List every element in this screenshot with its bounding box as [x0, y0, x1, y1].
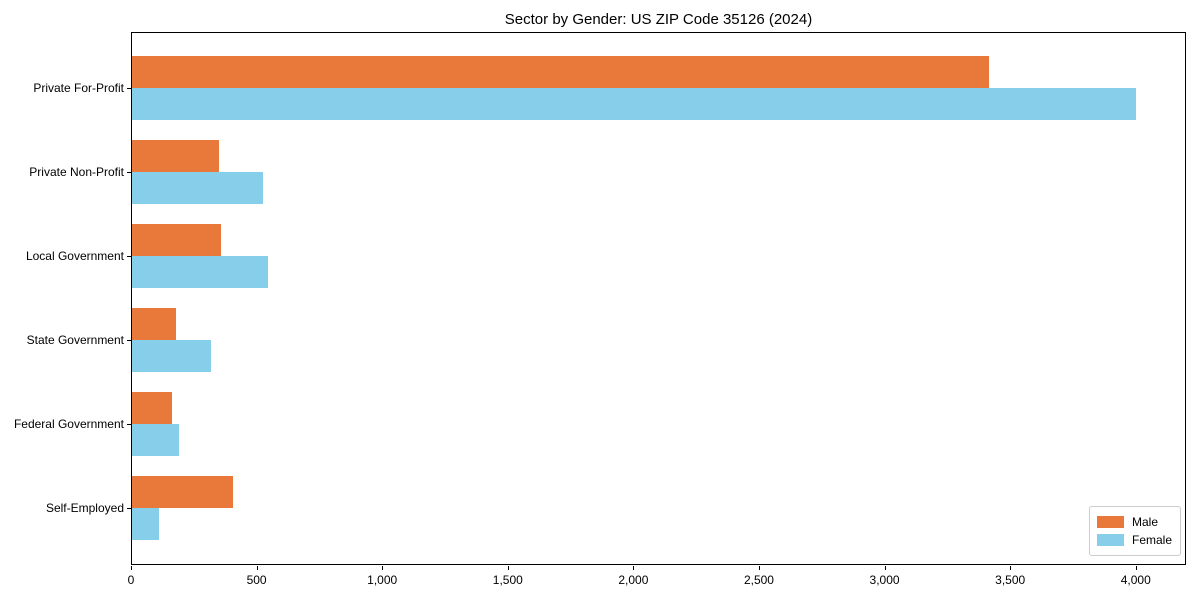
- y-tick-mark: [127, 424, 131, 425]
- bar-female-private-non-profit: [132, 172, 263, 204]
- x-axis-tick-label: 2,000: [618, 573, 649, 587]
- x-tick-mark: [1135, 566, 1137, 570]
- bar-female-local-government: [132, 256, 268, 288]
- x-tick-mark: [382, 566, 384, 570]
- legend-swatch-female-icon: [1097, 534, 1124, 546]
- legend-label-male: Male: [1132, 514, 1159, 529]
- x-axis-tick-label: 500: [246, 573, 267, 587]
- y-axis-category-label: State Government: [26, 333, 124, 347]
- x-tick-mark: [633, 566, 635, 570]
- x-tick-mark: [507, 566, 509, 570]
- x-axis-tick-label: 0: [127, 573, 135, 587]
- legend-label-female: Female: [1132, 532, 1173, 547]
- legend-item-female: Female: [1097, 532, 1180, 547]
- legend-item-male: Male: [1097, 514, 1180, 529]
- y-axis-category-label: Private For-Profit: [33, 81, 124, 95]
- bar-male-state-government: [132, 308, 177, 340]
- y-tick-mark: [127, 340, 131, 341]
- legend-swatch-male-icon: [1097, 516, 1124, 528]
- x-tick-mark: [884, 566, 886, 570]
- bar-male-private-for-profit: [132, 56, 989, 88]
- y-tick-mark: [127, 172, 131, 173]
- x-axis-tick-label: 4,000: [1120, 573, 1151, 587]
- x-axis-tick-label: 1,000: [367, 573, 398, 587]
- plot-area: [131, 32, 1186, 565]
- bar-female-federal-government: [132, 424, 179, 456]
- bar-female-private-for-profit: [132, 88, 1136, 120]
- y-axis-category-label: Private Non-Profit: [29, 165, 124, 179]
- x-axis-tick-label: 3,000: [869, 573, 900, 587]
- bar-female-state-government: [132, 340, 212, 372]
- bar-male-local-government: [132, 224, 222, 256]
- y-tick-mark: [127, 508, 131, 509]
- x-tick-mark: [758, 566, 760, 570]
- x-axis-tick-label: 2,500: [743, 573, 774, 587]
- x-tick-mark: [131, 566, 132, 570]
- chart-title: Sector by Gender: US ZIP Code 35126 (202…: [504, 11, 813, 28]
- bar-male-self-employed: [132, 476, 233, 508]
- x-tick-mark: [256, 566, 258, 570]
- bar-male-private-non-profit: [132, 140, 219, 172]
- y-axis-category-label: Self-Employed: [45, 501, 124, 515]
- y-axis-category-label: Federal Government: [13, 417, 124, 431]
- x-axis-tick-label: 3,500: [995, 573, 1026, 587]
- y-tick-mark: [127, 256, 131, 257]
- bar-male-federal-government: [132, 392, 173, 424]
- x-tick-mark: [1010, 566, 1012, 570]
- y-axis-category-label: Local Government: [25, 249, 124, 263]
- bar-female-self-employed: [132, 508, 159, 540]
- y-tick-mark: [127, 88, 131, 89]
- legend: Male Female: [1089, 506, 1181, 556]
- x-axis-tick-label: 1,500: [492, 573, 523, 587]
